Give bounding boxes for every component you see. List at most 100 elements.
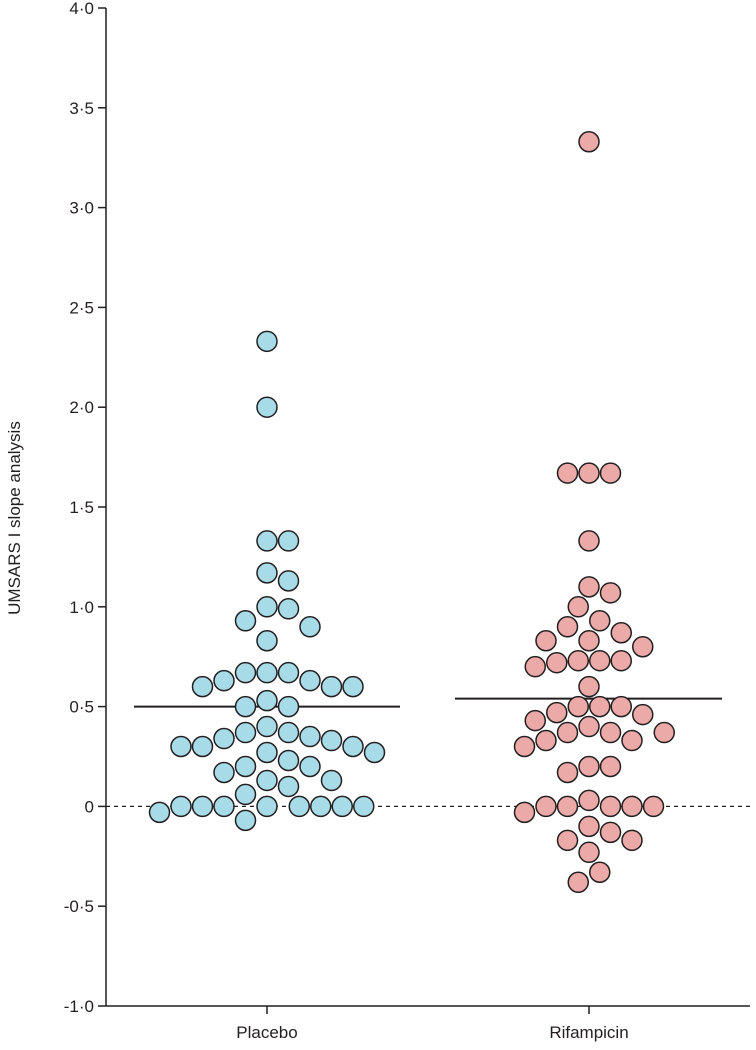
data-point-placebo [310,795,332,818]
data-point-rifampicin [599,755,622,778]
data-point-placebo [256,330,278,353]
data-point-placebo [256,596,278,618]
data-point-placebo [299,616,321,638]
data-point-rifampicin [578,675,600,698]
data-point-rifampicin [632,703,654,726]
data-point-placebo [170,735,192,758]
data-point-rifampicin [535,795,557,818]
data-point-rifampicin [513,801,536,824]
data-point-placebo [288,795,310,818]
data-point-rifampicin [556,795,579,818]
data-point-placebo [148,801,171,824]
data-point-rifampicin [578,789,600,812]
data-point-placebo [320,729,343,752]
data-point-rifampicin [513,735,536,758]
data-point-placebo [256,689,278,712]
y-tick-label: 0 [85,797,94,816]
data-point-placebo [342,735,364,758]
data-point-rifampicin [567,871,589,893]
data-point-placebo [213,761,235,784]
data-point-placebo [213,795,235,818]
data-point-rifampicin [556,761,579,784]
data-point-placebo [213,669,235,692]
y-tick-label: 2·5 [69,298,94,317]
data-point-placebo [353,795,375,818]
data-point-rifampicin [567,596,589,618]
data-point-placebo [191,735,214,758]
data-point-rifampicin [567,649,589,672]
data-point-placebo [234,610,257,632]
data-point-rifampicin [632,635,654,658]
data-point-rifampicin [578,629,600,652]
data-point-rifampicin [578,815,600,838]
data-point-placebo [299,755,321,778]
data-point-placebo [277,661,300,684]
data-point-rifampicin [589,695,611,718]
data-point-rifampicin [599,462,622,484]
data-point-rifampicin [610,695,632,718]
data-point-rifampicin [578,841,600,864]
data-point-rifampicin [524,709,546,732]
y-tick-label: 1·5 [69,498,94,517]
data-point-placebo [256,629,278,652]
data-point-placebo [256,530,278,552]
data-point-placebo [277,749,300,772]
axis-layer: 4·0 3·5 3·0 2·5 2·0 1·5 1·0 0·5 0 -0·5 -1·0 Placebo… [64,0,750,1042]
data-point-rifampicin [599,721,622,744]
data-point-placebo [320,675,343,698]
data-point-rifampicin [567,695,589,718]
data-point-placebo [191,795,214,818]
y-tick-label: 0·5 [69,698,94,717]
data-point-rifampicin [621,795,643,818]
data-point-placebo [256,769,278,792]
y-tick-label: 1·0 [69,598,94,617]
data-point-rifampicin [578,462,600,484]
data-point-rifampicin [610,621,632,644]
data-point-rifampicin [578,755,600,778]
data-point-rifampicin [610,649,632,672]
data-point-placebo [277,721,300,744]
data-point-placebo [342,675,364,698]
median-layer [134,697,722,708]
data-point-rifampicin [589,649,611,672]
data-point-placebo [256,715,278,738]
points-layer [148,130,675,893]
data-point-rifampicin [556,462,579,484]
data-point-placebo [277,598,300,620]
data-point-placebo [191,675,214,698]
data-point-rifampicin [535,629,557,652]
data-point-rifampicin [546,701,568,724]
data-point-placebo [234,695,257,718]
data-point-placebo [170,795,192,818]
x-tick-label: Rifampicin [549,1023,628,1042]
data-point-rifampicin [589,861,611,884]
data-point-placebo [277,530,300,552]
data-point-placebo [277,570,300,592]
data-point-rifampicin [535,729,557,752]
data-point-placebo [256,396,278,418]
data-point-rifampicin [599,795,622,818]
data-point-placebo [256,661,278,684]
data-point-rifampicin [578,130,600,153]
data-point-rifampicin [578,530,600,552]
y-axis-title: UMSARS I slope analysis [5,421,24,615]
data-point-placebo [277,695,300,718]
data-point-placebo [213,727,235,750]
data-point-placebo [320,769,343,792]
data-point-rifampicin [546,651,568,674]
x-tick-label: Placebo [236,1023,297,1042]
y-tick-label: -1·0 [64,997,94,1016]
data-point-placebo [234,783,257,806]
data-point-rifampicin [653,721,675,744]
y-tick-label: 3·5 [69,99,94,118]
data-point-rifampicin [578,715,600,738]
data-point-placebo [277,775,300,798]
data-point-placebo [234,721,257,744]
data-point-placebo [363,741,386,764]
data-point-placebo [256,795,278,818]
y-tick-label: -0·5 [64,897,94,916]
data-point-rifampicin [556,721,579,744]
data-point-rifampicin [556,829,579,852]
data-point-rifampicin [524,655,546,678]
